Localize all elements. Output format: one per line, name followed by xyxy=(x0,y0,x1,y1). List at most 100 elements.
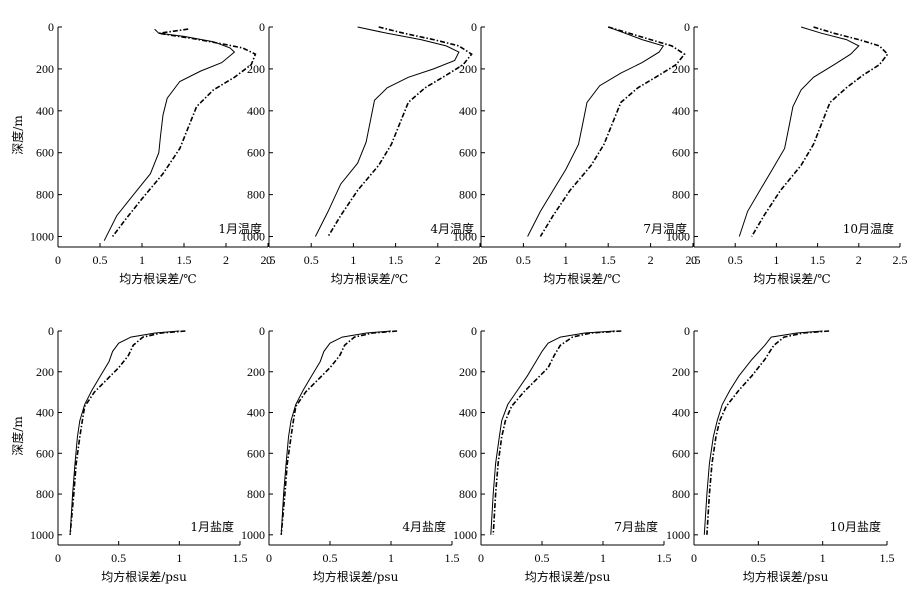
x-axis-label: 均方根误差/psu xyxy=(743,569,829,584)
y-tick-label: 0 xyxy=(259,324,265,338)
y-tick-label: 0 xyxy=(259,20,265,34)
x-tick-label: 2.5 xyxy=(893,253,908,267)
y-tick-label: 800 xyxy=(672,487,690,501)
panel-label: 1月温度 xyxy=(218,221,262,236)
x-tick-label: 0 xyxy=(478,551,484,565)
series-line-dashed xyxy=(327,26,473,237)
y-tick-label: 600 xyxy=(672,446,690,460)
y-tick-label: 600 xyxy=(36,146,54,160)
x-tick-label: 1 xyxy=(388,551,394,565)
x-tick-label: 0.5 xyxy=(516,253,531,267)
y-tick-label: 400 xyxy=(36,406,54,420)
y-tick-label: 200 xyxy=(36,365,54,379)
panel-label: 7月温度 xyxy=(643,221,687,236)
y-tick-label: 800 xyxy=(247,487,265,501)
x-tick-label: 1.5 xyxy=(880,551,895,565)
series-line-dashed xyxy=(539,26,686,237)
x-tick-label: 0 xyxy=(55,253,61,267)
panel-label: 4月温度 xyxy=(430,221,474,236)
y-tick-label: 600 xyxy=(247,146,265,160)
series-line-solid xyxy=(738,26,860,237)
x-axis-label: 均方根误差/psu xyxy=(313,569,399,584)
series-line-dashed xyxy=(751,26,889,237)
y-tick-label: 1000 xyxy=(453,230,477,244)
x-tick-label: 2.5 xyxy=(686,253,701,267)
y-tick-label: 200 xyxy=(672,365,690,379)
y-tick-label: 1000 xyxy=(30,528,54,542)
y-tick-label: 800 xyxy=(36,487,54,501)
y-tick-label: 200 xyxy=(459,62,477,76)
x-tick-label: 1.5 xyxy=(810,253,825,267)
y-tick-label: 0 xyxy=(471,324,477,338)
x-tick-label: 1.5 xyxy=(445,551,460,565)
x-tick-label: 0.5 xyxy=(304,253,319,267)
x-axis-label: 均方根误差/psu xyxy=(101,569,187,584)
y-tick-label: 1000 xyxy=(30,230,54,244)
x-tick-label: 0 xyxy=(55,551,61,565)
x-tick-label: 0 xyxy=(266,551,272,565)
y-tick-label: 400 xyxy=(459,406,477,420)
y-tick-label: 0 xyxy=(684,324,690,338)
x-tick-label: 1 xyxy=(773,253,779,267)
y-tick-label: 200 xyxy=(247,62,265,76)
x-tick-label: 1 xyxy=(820,551,826,565)
x-axis-label: 均方根误差/℃ xyxy=(753,271,830,286)
x-tick-label: 2.5 xyxy=(473,253,488,267)
y-tick-label: 1000 xyxy=(666,230,690,244)
x-axis-label: 均方根误差/℃ xyxy=(119,271,196,286)
y-tick-label: 800 xyxy=(459,188,477,202)
x-tick-label: 0 xyxy=(691,253,697,267)
series-line-solid xyxy=(69,330,180,535)
series-line-solid xyxy=(527,26,665,237)
panel-label: 4月盐度 xyxy=(402,519,446,534)
y-tick-label: 200 xyxy=(247,365,265,379)
x-tick-label: 0.5 xyxy=(323,551,338,565)
y-tick-label: 1000 xyxy=(666,528,690,542)
panel-label: 7月盐度 xyxy=(614,519,658,534)
y-tick-label: 0 xyxy=(48,20,54,34)
y-tick-label: 600 xyxy=(36,446,54,460)
panel-label: 10月盐度 xyxy=(830,519,881,534)
series-line-dashed xyxy=(706,330,830,535)
y-tick-label: 400 xyxy=(672,406,690,420)
series-line-dashed xyxy=(111,28,257,237)
x-tick-label: 1.5 xyxy=(601,253,616,267)
x-tick-label: 1 xyxy=(176,551,182,565)
y-tick-label: 600 xyxy=(459,446,477,460)
y-tick-label: 0 xyxy=(48,324,54,338)
series-line-dashed xyxy=(492,330,622,535)
y-tick-label: 600 xyxy=(459,146,477,160)
x-tick-label: 1.5 xyxy=(177,253,192,267)
y-tick-label: 400 xyxy=(672,104,690,118)
series-line-solid xyxy=(703,330,823,535)
x-axis-label: 均方根误差/℃ xyxy=(543,271,620,286)
panel-label: 10月温度 xyxy=(843,221,894,236)
x-tick-label: 0.5 xyxy=(535,551,550,565)
x-axis-label: 均方根误差/psu xyxy=(525,569,611,584)
series-line-solid xyxy=(314,26,460,237)
x-tick-label: 2 xyxy=(648,253,654,267)
y-tick-label: 800 xyxy=(36,188,54,202)
y-tick-label: 1000 xyxy=(241,230,265,244)
x-tick-label: 0.5 xyxy=(111,551,126,565)
series-line-solid xyxy=(490,330,616,535)
x-tick-label: 0.5 xyxy=(751,551,766,565)
x-tick-label: 1 xyxy=(139,253,145,267)
x-tick-label: 0 xyxy=(266,253,272,267)
x-tick-label: 2 xyxy=(856,253,862,267)
y-tick-label: 200 xyxy=(459,365,477,379)
y-axis-label: 深度/m xyxy=(10,115,25,155)
x-tick-label: 2 xyxy=(435,253,441,267)
x-tick-label: 1 xyxy=(563,253,569,267)
x-tick-label: 0.5 xyxy=(93,253,108,267)
x-tick-label: 0.5 xyxy=(728,253,743,267)
x-tick-label: 0 xyxy=(478,253,484,267)
x-tick-label: 2 xyxy=(223,253,229,267)
y-tick-label: 600 xyxy=(247,446,265,460)
y-tick-label: 200 xyxy=(36,62,54,76)
y-tick-label: 800 xyxy=(672,188,690,202)
